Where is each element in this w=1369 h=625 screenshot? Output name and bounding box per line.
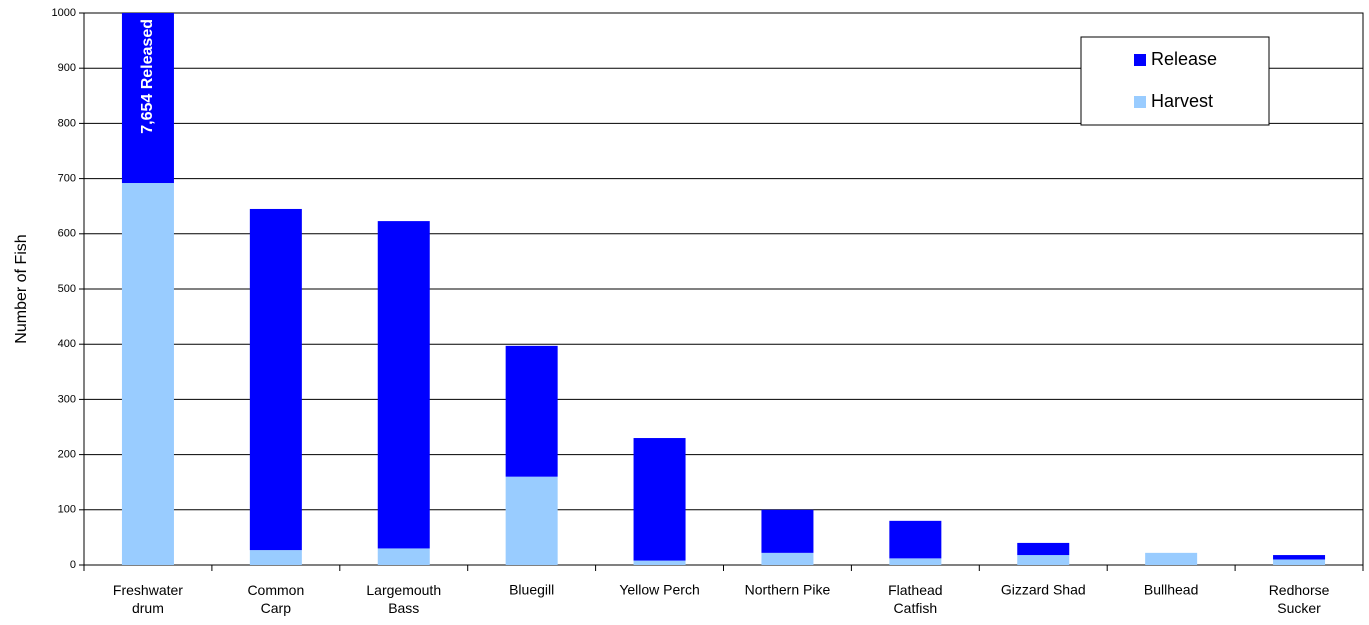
bar-segment bbox=[1145, 552, 1198, 565]
legend-label: Release bbox=[1151, 49, 1217, 69]
legend-swatch bbox=[1134, 96, 1146, 108]
bar-segment bbox=[1273, 559, 1326, 565]
bar-segment bbox=[1017, 542, 1070, 556]
x-tick-label: Common Carp bbox=[247, 582, 304, 616]
data-label: 7,654 Released bbox=[139, 19, 156, 134]
bar-segment bbox=[1273, 555, 1326, 560]
bar-segment bbox=[889, 520, 942, 559]
x-tick-label: Largemouth Bass bbox=[366, 582, 441, 616]
x-tick-label: Redhorse Sucker bbox=[1269, 582, 1330, 616]
bar-segment bbox=[505, 345, 558, 477]
x-tick-label: Northern Pike bbox=[745, 582, 831, 598]
x-tick-label: Bluegill bbox=[509, 582, 554, 598]
bar-segment bbox=[249, 208, 302, 551]
bar-segment bbox=[633, 438, 686, 561]
y-tick-label: 600 bbox=[58, 228, 76, 240]
bar-segment bbox=[889, 558, 942, 565]
y-tick-label: 300 bbox=[58, 393, 76, 405]
y-tick-label: 900 bbox=[58, 62, 76, 74]
x-tick-label: Gizzard Shad bbox=[1001, 582, 1086, 598]
bar-segment bbox=[761, 552, 814, 565]
x-tick-label: Freshwater drum bbox=[113, 582, 183, 616]
legend-label: Harvest bbox=[1151, 91, 1213, 111]
y-tick-label: 200 bbox=[58, 449, 76, 461]
y-tick-label: 400 bbox=[58, 338, 76, 350]
bar-segment bbox=[505, 476, 558, 565]
x-tick-label: Bullhead bbox=[1144, 582, 1199, 598]
x-tick-label: Yellow Perch bbox=[619, 582, 699, 598]
bar-segment bbox=[121, 13, 174, 184]
legend-swatch bbox=[1134, 54, 1146, 66]
x-tick-label: Flathead Catfish bbox=[888, 582, 942, 616]
y-tick-label: 500 bbox=[58, 283, 76, 295]
bar-segment bbox=[633, 560, 686, 565]
legend-box bbox=[1080, 36, 1270, 126]
y-axis-label: Number of Fish bbox=[13, 234, 30, 343]
y-tick-label: 100 bbox=[58, 504, 76, 516]
bar-segment bbox=[377, 548, 430, 565]
y-tick-label: 1000 bbox=[52, 7, 76, 19]
bar-segment bbox=[249, 550, 302, 565]
bar-segment bbox=[121, 183, 174, 565]
bars bbox=[121, 13, 1326, 565]
bar-segment bbox=[377, 221, 430, 549]
bar-segment bbox=[761, 509, 814, 553]
y-tick-label: 0 bbox=[70, 559, 76, 571]
y-tick-label: 800 bbox=[58, 117, 76, 129]
y-tick-label: 700 bbox=[58, 173, 76, 185]
bar-segment bbox=[1017, 555, 1070, 565]
